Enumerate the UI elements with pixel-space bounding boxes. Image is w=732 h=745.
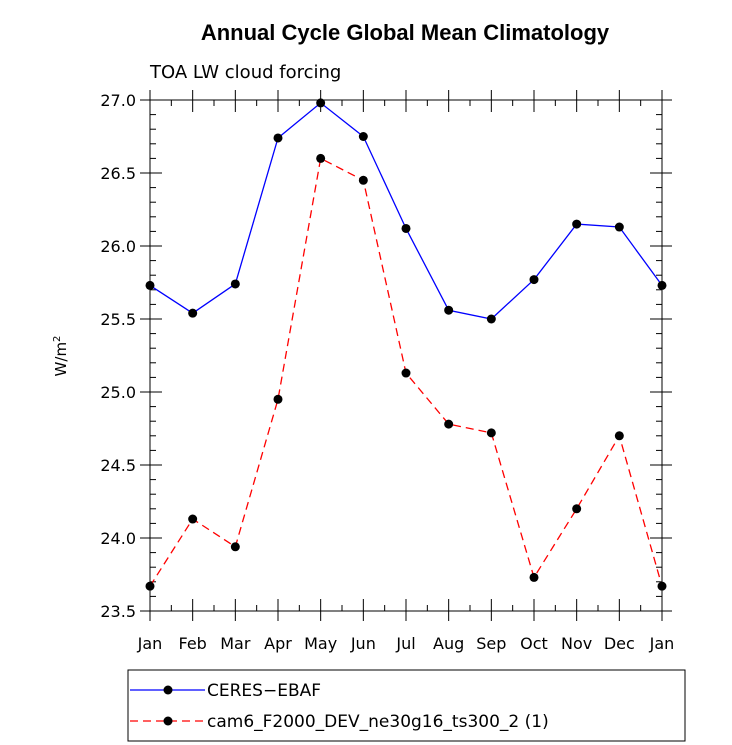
y-tick-label: 26.5 <box>100 164 136 183</box>
x-tick-label: Jun <box>350 634 376 653</box>
plot-frame <box>149 99 663 612</box>
legend-box <box>127 669 686 742</box>
series-0-point <box>273 133 283 143</box>
y-tick-label: 27.0 <box>100 91 136 110</box>
legend-label-cam6: cam6_F2000_DEV_ne30g16_ts300_2 (1) <box>207 712 549 732</box>
x-tick-label: Jul <box>395 634 415 653</box>
series-1-point <box>486 428 496 438</box>
series-0-point <box>316 98 326 108</box>
series-1-point <box>316 153 326 163</box>
series-lines <box>145 98 667 591</box>
series-1-point <box>230 542 240 552</box>
legend: CERES−EBAF cam6_F2000_DEV_ne30g16_ts300_… <box>127 669 686 742</box>
series-1-point <box>401 368 411 378</box>
y-tick-label: 24.0 <box>100 529 136 548</box>
x-tick-label: Aug <box>433 634 464 653</box>
legend-marker-cam6 <box>163 716 173 726</box>
x-tick-label: Apr <box>264 634 292 653</box>
series-1-point <box>614 431 624 441</box>
y-tick-label: 26.0 <box>100 237 136 256</box>
x-tick-label: Feb <box>179 634 207 653</box>
series-0-point <box>529 275 539 285</box>
x-tick-label: Sep <box>476 634 506 653</box>
series-0-point <box>444 305 454 315</box>
series-1-point <box>529 572 539 582</box>
series-0-point <box>614 222 624 232</box>
y-tick-label: 24.5 <box>100 456 136 475</box>
x-tick-label: Oct <box>520 634 548 653</box>
x-tick-label: Jan <box>649 634 675 653</box>
chart-title: Annual Cycle Global Mean Climatology <box>201 20 610 45</box>
series-1-point <box>188 514 198 524</box>
series-1-point <box>273 394 283 404</box>
legend-label-ceres: CERES−EBAF <box>207 681 321 701</box>
y-tick-label: 23.5 <box>100 602 136 621</box>
x-tick-label: Nov <box>561 634 592 653</box>
x-tick-label: Dec <box>604 634 635 653</box>
axes-ticks: Jan Feb Mar Apr May Jun Jul Aug Sep Oct Nov Dec Jan2… <box>100 90 674 653</box>
x-tick-label: May <box>304 634 337 653</box>
series-1-point <box>444 419 454 429</box>
x-tick-label: Mar <box>220 634 251 653</box>
series-0-point <box>358 132 368 141</box>
series-0-point <box>230 279 240 289</box>
series-0-point <box>401 223 411 233</box>
y-tick-label: 25.0 <box>100 383 136 402</box>
legend-marker-ceres <box>163 685 173 695</box>
x-tick-label: Jan <box>137 634 163 653</box>
series-0-point <box>188 308 198 318</box>
series-0-point <box>486 314 496 324</box>
series-line-0 <box>149 102 663 320</box>
series-1-point <box>572 504 582 514</box>
y-axis-label: W/m2 <box>52 336 70 377</box>
series-1-point <box>358 175 368 185</box>
series-0-point <box>572 219 582 229</box>
chart-subtitle: TOA LW cloud forcing <box>149 62 341 83</box>
y-tick-label: 25.5 <box>100 310 136 329</box>
